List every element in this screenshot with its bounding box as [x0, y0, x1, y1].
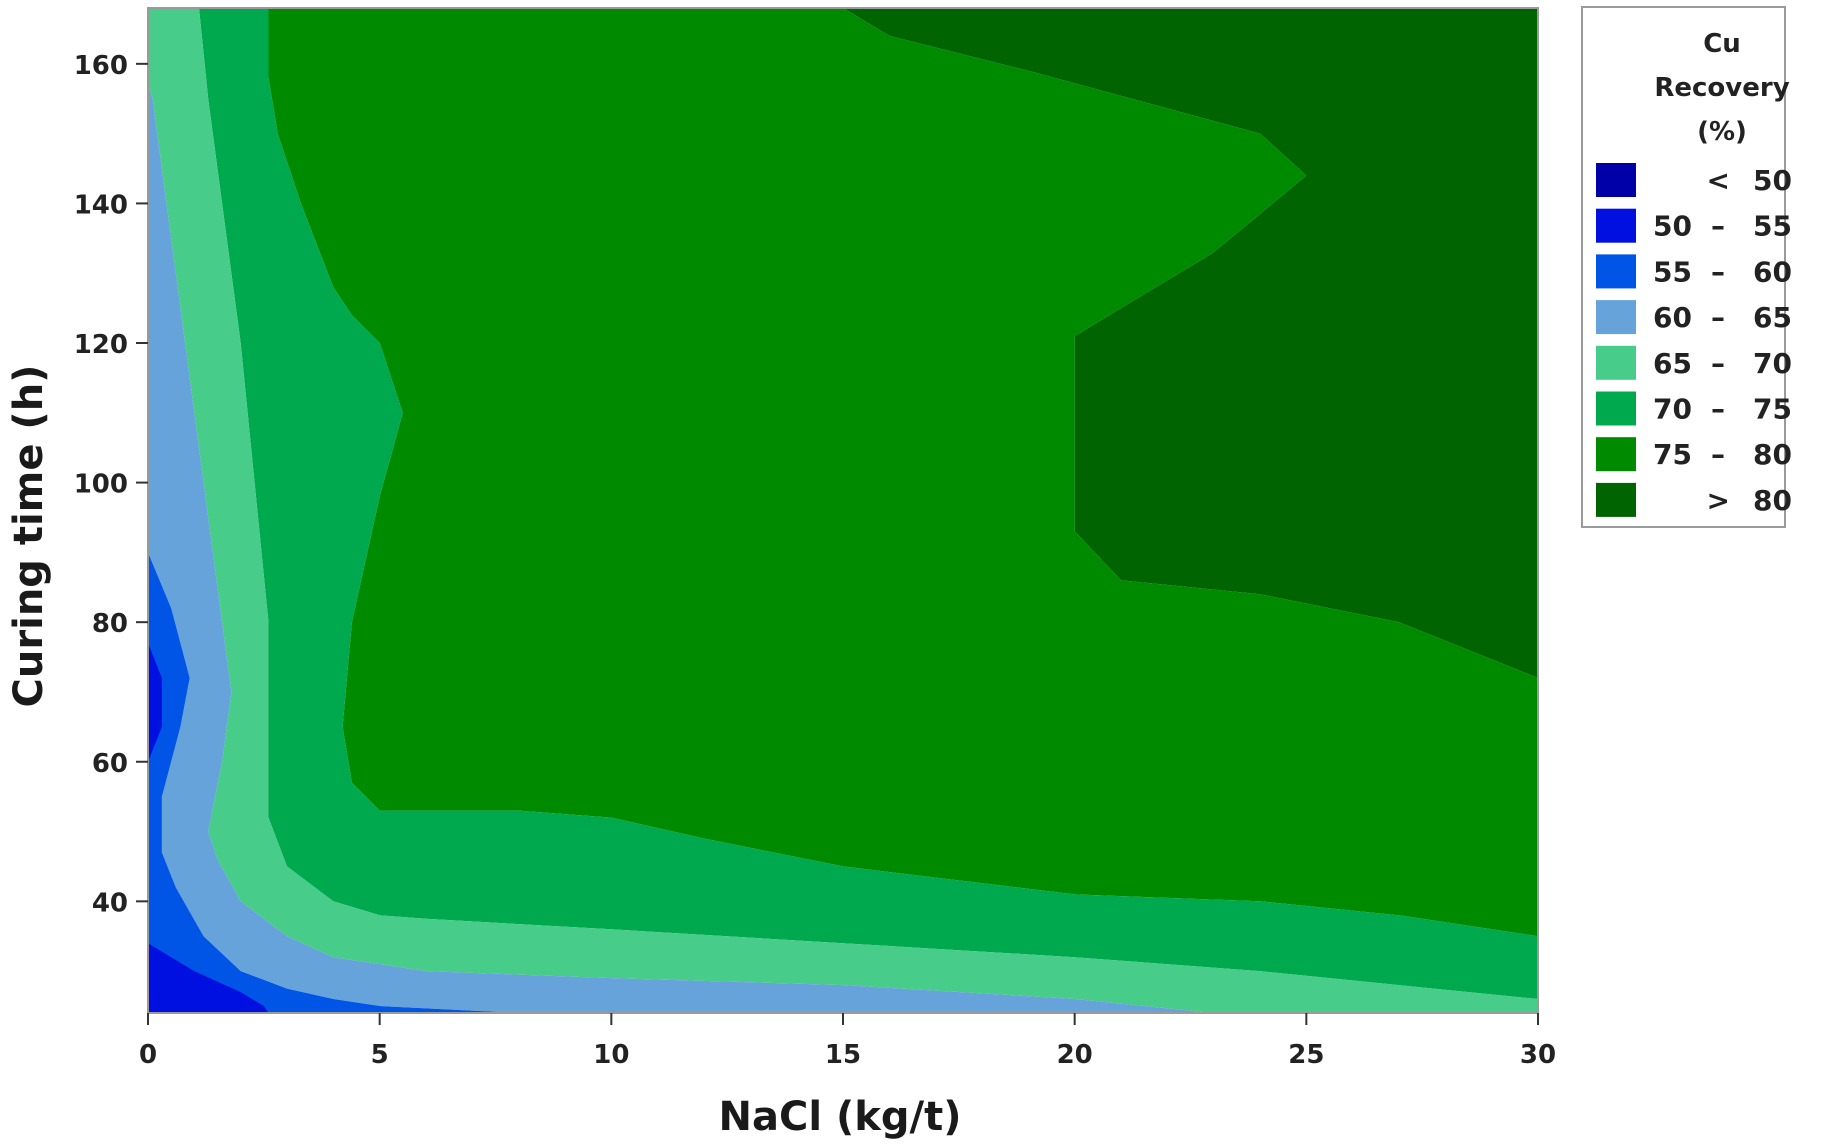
x-tick-label: 15 — [825, 1040, 861, 1070]
legend-range-high: 60 — [1753, 255, 1792, 288]
legend-swatch — [1596, 391, 1636, 426]
y-tick-label: 60 — [92, 749, 128, 779]
x-tick-label: 5 — [371, 1040, 389, 1070]
legend-swatch — [1596, 437, 1636, 472]
x-tick-label: 20 — [1057, 1040, 1093, 1070]
legend-title-line: (%) — [1697, 117, 1747, 147]
plot-area — [147, 7, 1539, 1014]
y-tick-label: 120 — [74, 330, 128, 360]
legend-swatch — [1596, 482, 1636, 517]
y-tick-label: 80 — [92, 609, 128, 639]
contour-band-50-55 — [148, 643, 162, 762]
legend-swatch — [1596, 163, 1636, 197]
legend-range-op: < — [1707, 164, 1730, 197]
legend-range-high: 65 — [1753, 301, 1792, 334]
legend-range-high: 80 — [1753, 438, 1792, 471]
legend-title-line: Cu — [1703, 29, 1741, 59]
contour-band-75-80 — [268, 8, 1538, 937]
legend-range-op: > — [1707, 484, 1730, 517]
contour-band-60-65 — [148, 84, 1214, 1013]
legend-range-high: 55 — [1753, 210, 1792, 243]
legend-range-sep: – — [1711, 393, 1725, 426]
x-tick-label: 30 — [1520, 1040, 1556, 1070]
legend-range-sep: – — [1711, 255, 1725, 288]
legend-swatch — [1596, 300, 1636, 335]
legend-swatch — [1596, 345, 1636, 380]
legend-range-low: 60 — [1653, 301, 1692, 334]
contour-band-70-75 — [199, 8, 1538, 999]
legend-range-sep: – — [1711, 301, 1725, 334]
legend-range-low: 70 — [1653, 393, 1692, 426]
legend-range-sep: – — [1711, 210, 1725, 243]
legend-swatch — [1596, 208, 1636, 243]
legend-swatch — [1596, 254, 1636, 289]
legend-range-high: 70 — [1753, 347, 1792, 380]
contour-band-50-55 — [148, 943, 269, 1013]
y-axis: 40 60 80 100 120 140 160 — [74, 51, 148, 918]
legend-range-high: 50 — [1753, 164, 1792, 197]
y-tick-label: 140 — [74, 190, 128, 220]
x-tick-label: 25 — [1288, 1040, 1324, 1070]
legend-range-high: 75 — [1753, 393, 1792, 426]
legend-title-line: Recovery — [1654, 73, 1789, 103]
legend-range-low: 50 — [1653, 210, 1692, 243]
x-tick-label: 0 — [139, 1040, 157, 1070]
legend-range-low: 55 — [1653, 255, 1692, 288]
x-axis: 0 5 10 15 20 25 30 — [139, 1013, 1556, 1070]
contour-band-65-70 — [148, 8, 1538, 1013]
legend-range-high: 80 — [1753, 484, 1792, 517]
contour-band-gt80 — [843, 8, 1538, 678]
y-axis-title: Curing time (h) — [6, 365, 52, 708]
y-tick-label: 100 — [74, 470, 128, 500]
x-axis-title: NaCl (kg/t) — [719, 1094, 962, 1140]
y-tick-label: 40 — [92, 888, 128, 918]
legend-range-low: 75 — [1653, 438, 1692, 471]
legend-range-sep: – — [1711, 438, 1725, 471]
legend-range-low: 65 — [1653, 347, 1692, 380]
legend-range-sep: – — [1711, 347, 1725, 380]
x-tick-label: 10 — [593, 1040, 629, 1070]
y-tick-label: 160 — [74, 51, 128, 81]
